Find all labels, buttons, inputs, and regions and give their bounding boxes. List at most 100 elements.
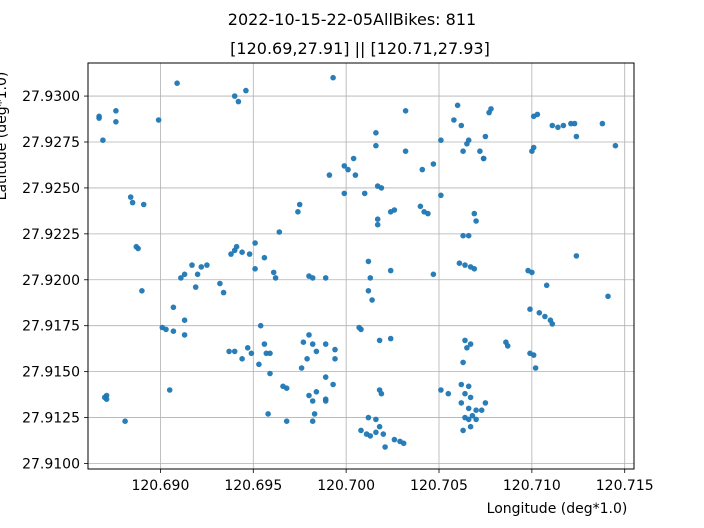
- data-points: [96, 74, 619, 450]
- data-point: [283, 385, 290, 392]
- data-point: [248, 350, 255, 357]
- data-point: [376, 337, 383, 344]
- data-point: [462, 390, 468, 397]
- data-point: [543, 282, 550, 289]
- data-point: [387, 267, 394, 274]
- data-point: [527, 306, 533, 313]
- data-point: [226, 348, 232, 355]
- y-tick-label: 27.9125: [22, 411, 80, 427]
- data-point: [326, 172, 333, 178]
- y-tick-label: 27.9200: [22, 273, 80, 289]
- data-point: [252, 266, 258, 272]
- data-point: [309, 418, 316, 425]
- data-point: [458, 400, 465, 406]
- data-point: [380, 431, 387, 437]
- y-axis-ticks: 27.9100 27.9125 27.9150 27.9175 27.9200 27.92…: [22, 89, 88, 472]
- y-tick-label: 27.9100: [22, 456, 80, 472]
- data-point: [612, 142, 619, 149]
- data-point: [181, 271, 188, 278]
- data-point: [549, 122, 556, 129]
- data-point: [313, 348, 320, 355]
- data-point: [438, 137, 444, 143]
- y-tick-label: 27.9250: [22, 181, 80, 197]
- data-point: [313, 389, 320, 395]
- x-axis-label: Longitude (deg*1.0): [487, 501, 628, 517]
- data-point: [480, 155, 487, 162]
- data-point: [458, 122, 465, 129]
- data-point: [473, 416, 479, 423]
- data-point: [170, 328, 177, 335]
- data-point: [387, 335, 394, 342]
- data-point: [458, 381, 465, 388]
- x-tick-label: 120.695: [224, 478, 282, 494]
- data-point: [311, 411, 318, 417]
- data-point: [542, 313, 548, 320]
- data-point: [530, 144, 537, 151]
- data-point: [330, 74, 336, 81]
- data-point: [358, 427, 364, 434]
- data-point: [252, 240, 258, 246]
- data-point: [309, 341, 316, 347]
- data-point: [378, 185, 385, 191]
- data-point: [127, 194, 134, 200]
- data-point: [358, 326, 364, 333]
- data-point: [378, 390, 385, 397]
- data-point: [465, 232, 472, 239]
- data-point: [460, 148, 466, 154]
- data-point: [220, 289, 227, 296]
- y-tick-label: 27.9300: [22, 89, 80, 105]
- data-point: [101, 394, 108, 401]
- data-point: [402, 148, 409, 154]
- data-point: [419, 166, 426, 173]
- data-point: [365, 258, 372, 265]
- data-point: [283, 418, 290, 425]
- data-point: [478, 407, 485, 414]
- y-tick-label: 27.9175: [22, 319, 80, 335]
- data-point: [231, 93, 238, 99]
- data-point: [198, 264, 205, 270]
- x-tick-label: 120.705: [410, 478, 468, 494]
- data-point: [373, 130, 379, 136]
- data-point: [113, 108, 119, 114]
- data-point: [605, 293, 611, 300]
- x-tick-label: 120.700: [317, 478, 375, 494]
- data-point: [192, 284, 199, 290]
- data-point: [465, 137, 472, 143]
- data-point: [445, 390, 452, 397]
- data-point: [170, 304, 177, 311]
- y-tick-label: 27.9225: [22, 227, 80, 243]
- data-point: [599, 120, 606, 127]
- data-point: [425, 210, 431, 217]
- data-point: [178, 275, 184, 281]
- data-point: [373, 142, 379, 149]
- data-point: [430, 271, 437, 278]
- data-point: [467, 341, 474, 347]
- data-point: [181, 317, 188, 324]
- y-axis-label: Latitude (deg*1.0): [0, 72, 10, 201]
- data-point: [135, 245, 141, 252]
- data-point: [350, 155, 357, 162]
- data-point: [140, 201, 147, 208]
- data-point: [469, 412, 476, 419]
- data-point: [272, 275, 279, 281]
- data-point: [473, 407, 479, 414]
- data-point: [100, 137, 106, 143]
- data-point: [129, 199, 136, 206]
- data-point: [369, 297, 375, 303]
- data-point: [298, 365, 305, 371]
- data-point: [332, 346, 338, 353]
- data-point: [181, 332, 188, 338]
- data-point: [367, 275, 374, 281]
- data-point: [430, 161, 437, 167]
- data-point: [560, 122, 567, 129]
- data-point: [376, 423, 383, 430]
- data-point: [322, 374, 329, 380]
- data-point: [96, 115, 102, 121]
- data-point: [261, 341, 268, 347]
- data-point: [267, 350, 273, 357]
- data-point: [465, 383, 472, 390]
- x-tick-label: 120.690: [131, 478, 189, 494]
- data-point: [194, 271, 201, 278]
- data-point: [189, 262, 195, 268]
- data-point: [482, 400, 489, 406]
